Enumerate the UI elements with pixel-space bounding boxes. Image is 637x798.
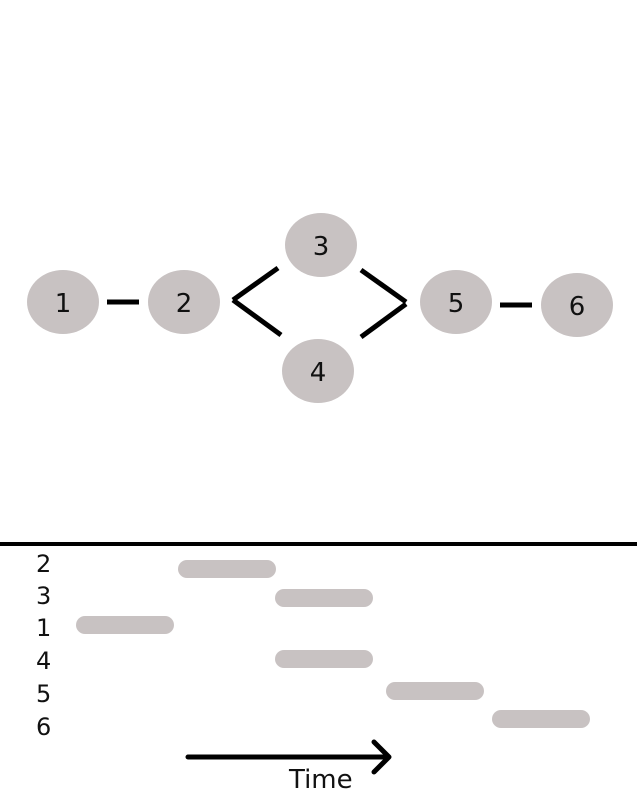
- node-circle: [27, 270, 99, 334]
- graph-edges: [107, 265, 532, 340]
- task-graph: 1 2 3 4 5 6: [27, 213, 613, 403]
- node-circle: [285, 213, 357, 277]
- node-label: 6: [569, 292, 586, 322]
- node-circle: [541, 273, 613, 337]
- node-circle: [420, 270, 492, 334]
- node-5: 5: [420, 270, 492, 334]
- timeline-row-5: 5: [36, 680, 484, 708]
- timeline-rows: 2 3 1 4 5 6: [36, 550, 590, 741]
- node-2: 2: [148, 270, 220, 334]
- node-circle: [148, 270, 220, 334]
- edge-2-4: [231, 297, 283, 338]
- task-bar: [275, 650, 373, 668]
- timeline-row-4: 4: [36, 647, 373, 675]
- node-label: 2: [176, 289, 193, 319]
- node-label: 5: [448, 289, 465, 319]
- edge-4-5: [359, 301, 408, 340]
- timeline-row-3: 3: [36, 582, 373, 610]
- task-bar: [178, 560, 276, 578]
- timeline-row-6: 6: [36, 710, 590, 741]
- node-label: 3: [313, 232, 330, 262]
- node-circle: [282, 339, 354, 403]
- edge-2-3: [231, 265, 280, 303]
- node-4: 4: [282, 339, 354, 403]
- timeline-row-1: 1: [36, 614, 174, 642]
- node-1: 1: [27, 270, 99, 334]
- task-bar: [76, 616, 174, 634]
- row-label: 6: [36, 713, 51, 741]
- time-axis-label: Time: [288, 765, 353, 795]
- node-3: 3: [285, 213, 357, 277]
- graph-nodes: 1 2 3 4 5 6: [27, 213, 613, 403]
- task-bar: [492, 710, 590, 728]
- row-label: 2: [36, 550, 51, 578]
- row-label: 5: [36, 680, 51, 708]
- time-axis-arrow: [185, 739, 392, 775]
- row-label: 3: [36, 582, 51, 610]
- row-label: 4: [36, 647, 51, 675]
- task-bar: [386, 682, 484, 700]
- schedule-timeline: 2 3 1 4 5 6 Time: [36, 550, 590, 795]
- node-label: 4: [310, 358, 327, 388]
- row-label: 1: [36, 614, 51, 642]
- node-label: 1: [55, 289, 72, 319]
- node-6: 6: [541, 273, 613, 337]
- timeline-row-2: 2: [36, 550, 276, 578]
- task-bar: [275, 589, 373, 607]
- edge-3-5: [359, 267, 408, 305]
